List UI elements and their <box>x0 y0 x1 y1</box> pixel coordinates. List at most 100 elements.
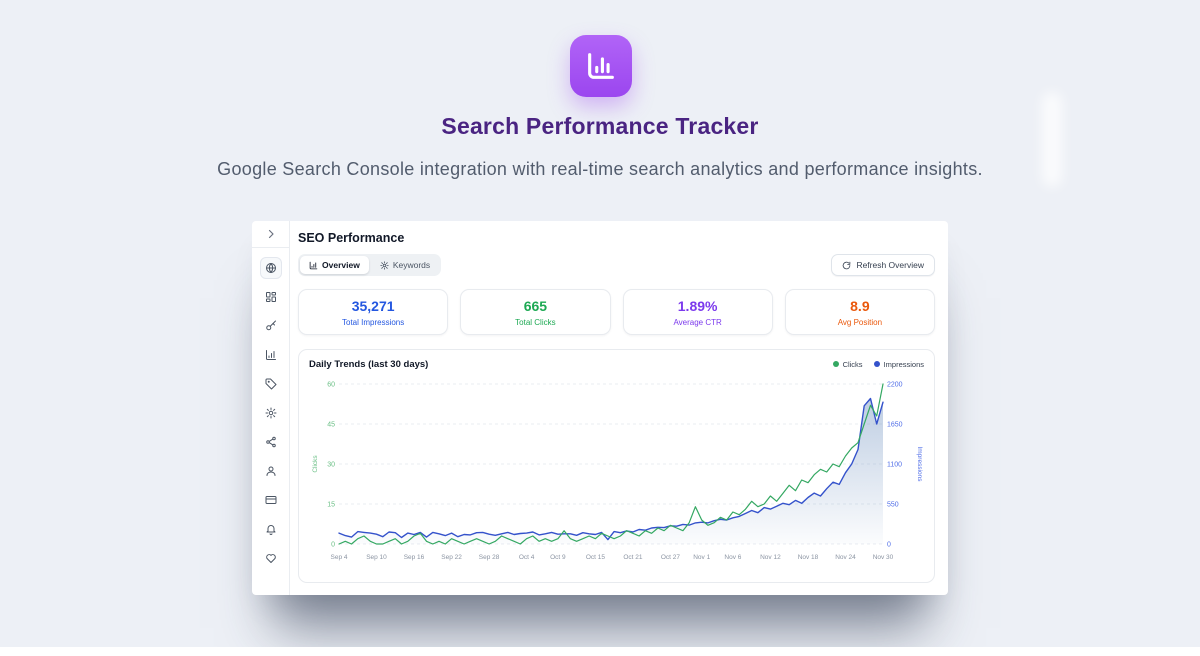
svg-text:Nov 6: Nov 6 <box>724 554 741 561</box>
svg-text:2200: 2200 <box>887 381 903 388</box>
svg-text:Sep 16: Sep 16 <box>404 554 425 561</box>
svg-text:Sep 28: Sep 28 <box>479 554 500 561</box>
svg-text:45: 45 <box>327 421 335 428</box>
stat-card: 1.89% Average CTR <box>622 289 773 335</box>
svg-text:30: 30 <box>327 461 335 468</box>
svg-text:Clicks: Clicks <box>312 454 319 472</box>
svg-text:Nov 12: Nov 12 <box>760 554 781 561</box>
tab-overview-label: Overview <box>322 260 360 270</box>
sidebar <box>252 221 290 595</box>
svg-text:Sep 10: Sep 10 <box>366 554 387 561</box>
heart-icon <box>265 554 276 563</box>
bar-chart-icon <box>265 350 276 360</box>
legend-label-clicks: Clicks <box>842 359 863 369</box>
tab-group: Overview Keywords <box>298 254 442 276</box>
decorative-highlight <box>1042 92 1062 187</box>
billing-card-icon <box>265 496 276 504</box>
toolbar: Overview Keywords Refresh Overview <box>298 254 935 276</box>
svg-text:550: 550 <box>887 501 899 508</box>
dashboard-grid-icon <box>265 292 276 302</box>
bell-icon <box>266 525 275 535</box>
tab-overview[interactable]: Overview <box>300 256 369 274</box>
sidebar-item-tags[interactable] <box>260 373 282 395</box>
globe-icon <box>265 263 276 273</box>
refresh-icon <box>843 261 851 269</box>
svg-text:0: 0 <box>331 541 335 548</box>
svg-text:Nov 24: Nov 24 <box>835 554 856 561</box>
sidebar-item-analytics[interactable] <box>260 344 282 366</box>
sidebar-header <box>252 221 289 248</box>
key-icon <box>265 320 276 331</box>
stat-label-ctr: Average CTR <box>673 317 722 327</box>
refresh-overview-label: Refresh Overview <box>856 260 924 270</box>
svg-text:Impressions: Impressions <box>916 446 923 482</box>
stat-value-position: 8.9 <box>850 298 870 314</box>
sidebar-item-billing[interactable] <box>260 489 282 511</box>
svg-text:Oct 15: Oct 15 <box>586 554 606 561</box>
chart-title: Daily Trends (last 30 days) <box>309 358 429 370</box>
svg-text:Nov 30: Nov 30 <box>873 554 894 561</box>
stats-row: 35,271 Total Impressions 665 Total Click… <box>298 289 935 335</box>
tag-icon <box>265 378 276 390</box>
svg-text:Oct 4: Oct 4 <box>519 554 535 561</box>
svg-text:1650: 1650 <box>887 421 903 428</box>
dashboard-title: SEO Performance <box>298 231 405 245</box>
page-title: Search Performance Tracker <box>441 113 759 139</box>
chart-header: Daily Trends (last 30 days) Clicks Impre… <box>309 359 924 370</box>
next-section-edge <box>0 647 1200 656</box>
svg-text:Sep 22: Sep 22 <box>441 554 462 561</box>
stat-label-impressions: Total Impressions <box>342 317 405 327</box>
svg-text:Oct 27: Oct 27 <box>661 554 681 561</box>
refresh-overview-button[interactable]: Refresh Overview <box>831 254 935 276</box>
settings-gear-icon <box>265 407 276 419</box>
svg-text:60: 60 <box>327 381 335 388</box>
svg-text:Nov 18: Nov 18 <box>798 554 819 561</box>
tab-keywords-label: Keywords <box>392 260 431 270</box>
sidebar-item-globe[interactable] <box>259 257 282 279</box>
stat-card: 8.9 Avg Position <box>784 289 935 335</box>
share-icon <box>265 436 276 448</box>
tab-keywords[interactable]: Keywords <box>371 256 439 274</box>
sidebar-toggle-button[interactable] <box>262 225 280 243</box>
stat-value-impressions: 35,271 <box>351 298 395 314</box>
sidebar-item-dashboard[interactable] <box>260 286 282 308</box>
sidebar-item-users[interactable] <box>260 460 282 482</box>
page-subtitle: Google Search Console integration with r… <box>217 159 983 179</box>
sidebar-item-share[interactable] <box>260 431 282 453</box>
settings-gear-icon <box>380 260 389 270</box>
svg-text:15: 15 <box>327 501 335 508</box>
sidebar-item-notifications[interactable] <box>260 518 282 540</box>
legend-dot-impressions <box>873 361 880 367</box>
svg-text:1100: 1100 <box>887 461 902 468</box>
user-icon <box>266 466 275 476</box>
legend-item-clicks: Clicks <box>832 359 863 369</box>
dashboard-main: SEO Performance Overview Keywords Refres… <box>290 221 948 595</box>
sidebar-nav <box>252 248 289 569</box>
stat-label-clicks: Total Clicks <box>515 317 556 327</box>
app-icon <box>570 35 632 97</box>
daily-trends-chart[interactable]: 0 0 15 550 30 1100 45 1650 60 2200 Sep 4 Sep 10 Sep … <box>309 372 925 564</box>
stat-card: 35,271 Total Impressions <box>298 289 449 335</box>
chart-legend: Clicks Impressions <box>832 359 924 369</box>
svg-text:Nov 1: Nov 1 <box>693 554 710 561</box>
legend-label-impressions: Impressions <box>883 359 924 369</box>
svg-text:Oct 21: Oct 21 <box>623 554 643 561</box>
sidebar-item-settings[interactable] <box>260 402 282 424</box>
daily-trends-card: Daily Trends (last 30 days) Clicks Impre… <box>298 348 935 583</box>
stat-card: 665 Total Clicks <box>460 289 611 335</box>
chevron-right-icon <box>268 229 274 239</box>
svg-text:Oct 9: Oct 9 <box>550 554 566 561</box>
svg-text:Sep 4: Sep 4 <box>331 554 348 561</box>
legend-item-impressions: Impressions <box>873 359 924 369</box>
stat-value-clicks: 665 <box>523 298 548 314</box>
seo-dashboard-window: SEO Performance Overview Keywords Refres… <box>252 221 948 595</box>
sidebar-item-keys[interactable] <box>260 315 282 337</box>
bar-chart-icon <box>309 261 318 269</box>
bar-chart-icon <box>588 53 614 79</box>
legend-dot-clicks <box>832 361 839 367</box>
svg-text:0: 0 <box>887 541 891 548</box>
sidebar-item-favorites[interactable] <box>260 547 282 569</box>
stat-value-ctr: 1.89% <box>677 298 718 314</box>
stat-label-position: Avg Position <box>837 317 883 327</box>
